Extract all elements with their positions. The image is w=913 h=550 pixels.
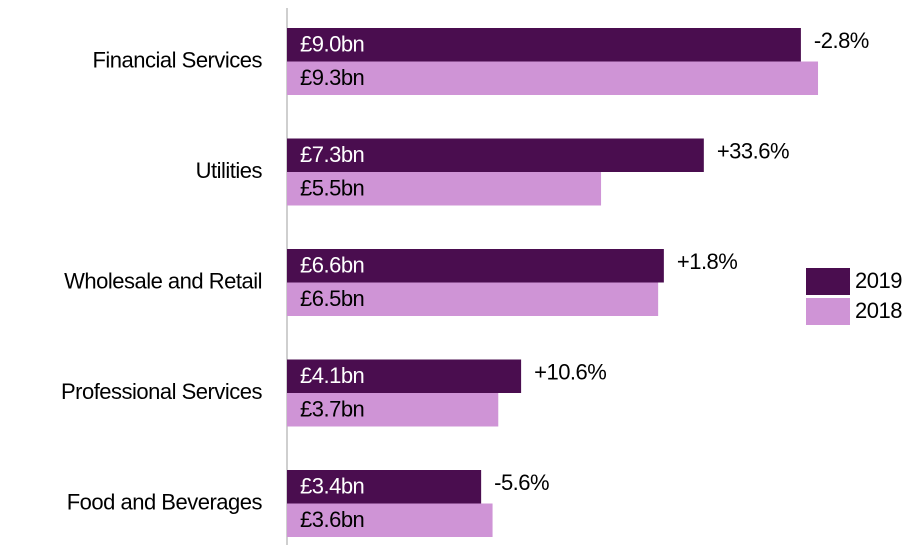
value-label: £9.0bn — [300, 32, 364, 57]
annotation: +33.6% — [717, 138, 789, 163]
legend-swatch — [806, 298, 850, 325]
bar — [287, 61, 819, 95]
bar — [287, 359, 522, 393]
value-label: £4.1bn — [300, 363, 364, 388]
value-label: £3.6bn — [300, 507, 364, 532]
legend-swatch — [806, 268, 850, 295]
annotation: -2.8% — [814, 28, 869, 53]
annotation: -5.6% — [494, 470, 549, 495]
legend-label: 2018 — [855, 298, 902, 323]
legend-label: 2019 — [855, 268, 902, 293]
annotation: +1.8% — [677, 249, 738, 274]
category-label: Financial Services — [92, 47, 262, 72]
bar — [287, 172, 602, 206]
bar — [287, 470, 482, 504]
value-label: £5.5bn — [300, 176, 364, 201]
value-label: £6.6bn — [300, 253, 364, 278]
value-label: £3.7bn — [300, 397, 364, 422]
value-label: £6.5bn — [300, 286, 364, 311]
bar — [287, 138, 704, 172]
category-label: Utilities — [196, 158, 263, 183]
value-label: £9.3bn — [300, 65, 364, 90]
category-label: Food and Beverages — [67, 489, 263, 514]
bar — [287, 28, 801, 62]
category-label: Professional Services — [61, 379, 263, 404]
value-label: £3.4bn — [300, 474, 364, 499]
bar — [287, 282, 659, 316]
bar — [287, 503, 493, 537]
value-label: £7.3bn — [300, 142, 364, 167]
bar — [287, 249, 664, 283]
annotation: +10.6% — [534, 359, 606, 384]
bar — [287, 393, 499, 427]
category-label: Wholesale and Retail — [64, 268, 262, 293]
